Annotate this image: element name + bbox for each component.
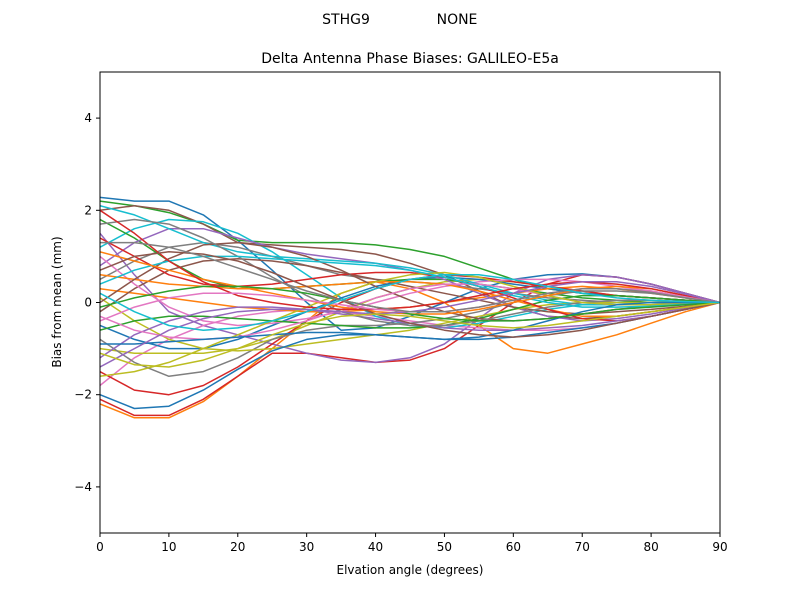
- x-tick-label: 80: [643, 540, 658, 554]
- x-tick-label: 0: [96, 540, 104, 554]
- series-line-s38: [100, 241, 720, 313]
- y-axis-label: Bias from mean (mm): [50, 236, 64, 367]
- y-tick-label: −4: [74, 480, 92, 494]
- series-lines: [100, 196, 720, 419]
- y-axis-ticks: −4 −2 0 2 4: [74, 111, 100, 494]
- x-axis-ticks: 0 10 20 30 40 50 60 70 80 90: [96, 533, 728, 554]
- y-tick-label: −2: [74, 388, 92, 402]
- series-line-s39: [100, 301, 720, 368]
- x-tick-label: 70: [575, 540, 590, 554]
- suptitle-qualifier: NONE: [437, 12, 478, 28]
- y-tick-label: 2: [84, 203, 92, 217]
- series-line-s16: [100, 257, 720, 315]
- series-line-s33: [100, 285, 720, 322]
- y-tick-label: 0: [84, 296, 92, 310]
- x-axis-label: Elvation angle (degrees): [337, 563, 484, 577]
- series-line-s40: [100, 274, 720, 331]
- series-line-s34: [100, 209, 720, 311]
- x-tick-label: 60: [506, 540, 521, 554]
- chart-title: Delta Antenna Phase Biases: GALILEO-E5a: [261, 51, 559, 67]
- x-tick-label: 50: [437, 540, 452, 554]
- x-tick-label: 90: [712, 540, 727, 554]
- series-line-s36: [100, 251, 720, 338]
- plot-area: [99, 71, 721, 534]
- series-line-s28: [100, 218, 720, 327]
- x-tick-label: 30: [299, 540, 314, 554]
- series-line-s23: [100, 294, 720, 331]
- x-tick-label: 40: [368, 540, 383, 554]
- x-tick-label: 10: [161, 540, 176, 554]
- x-tick-label: 20: [230, 540, 245, 554]
- y-tick-label: 4: [84, 111, 92, 125]
- suptitle-station: STHG9: [322, 12, 370, 28]
- series-line-s31: [100, 301, 720, 345]
